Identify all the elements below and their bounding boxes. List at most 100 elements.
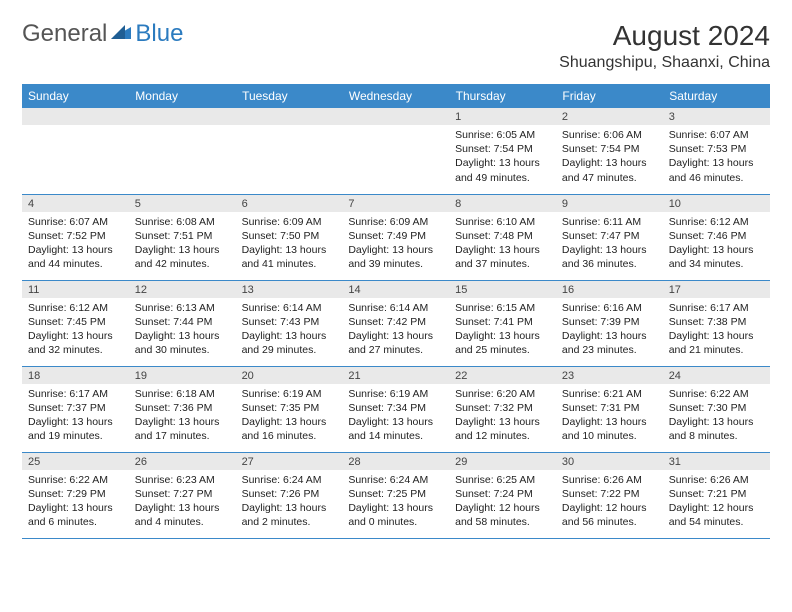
calendar-cell: 23Sunrise: 6:21 AMSunset: 7:31 PMDayligh…: [556, 366, 663, 452]
day-number: 1: [449, 108, 556, 125]
daylight: Daylight: 13 hours and 6 minutes.: [28, 501, 123, 529]
day-number: 23: [556, 367, 663, 384]
sunrise: Sunrise: 6:17 AM: [28, 387, 123, 401]
logo-mark-icon: [111, 20, 133, 48]
sunset: Sunset: 7:26 PM: [242, 487, 337, 501]
sunrise: Sunrise: 6:19 AM: [242, 387, 337, 401]
day-number: 27: [236, 453, 343, 470]
day-details: Sunrise: 6:19 AMSunset: 7:34 PMDaylight:…: [342, 384, 449, 448]
sunrise: Sunrise: 6:13 AM: [135, 301, 230, 315]
day-details: Sunrise: 6:26 AMSunset: 7:22 PMDaylight:…: [556, 470, 663, 534]
day-number: 28: [342, 453, 449, 470]
day-details: Sunrise: 6:12 AMSunset: 7:46 PMDaylight:…: [663, 212, 770, 276]
calendar-cell: 19Sunrise: 6:18 AMSunset: 7:36 PMDayligh…: [129, 366, 236, 452]
sunset: Sunset: 7:21 PM: [669, 487, 764, 501]
day-details: Sunrise: 6:18 AMSunset: 7:36 PMDaylight:…: [129, 384, 236, 448]
sunset: Sunset: 7:34 PM: [348, 401, 443, 415]
sunset: Sunset: 7:27 PM: [135, 487, 230, 501]
calendar-cell: 3Sunrise: 6:07 AMSunset: 7:53 PMDaylight…: [663, 108, 770, 194]
sunrise: Sunrise: 6:24 AM: [242, 473, 337, 487]
calendar-cell: [236, 108, 343, 194]
sunset: Sunset: 7:54 PM: [562, 142, 657, 156]
calendar-cell: 17Sunrise: 6:17 AMSunset: 7:38 PMDayligh…: [663, 280, 770, 366]
sunrise: Sunrise: 6:15 AM: [455, 301, 550, 315]
calendar-cell: 8Sunrise: 6:10 AMSunset: 7:48 PMDaylight…: [449, 194, 556, 280]
sunrise: Sunrise: 6:14 AM: [348, 301, 443, 315]
sunrise: Sunrise: 6:07 AM: [28, 215, 123, 229]
day-details: Sunrise: 6:24 AMSunset: 7:26 PMDaylight:…: [236, 470, 343, 534]
day-header: Saturday: [663, 84, 770, 108]
daylight: Daylight: 13 hours and 46 minutes.: [669, 156, 764, 184]
calendar-week-row: 11Sunrise: 6:12 AMSunset: 7:45 PMDayligh…: [22, 280, 770, 366]
sunset: Sunset: 7:51 PM: [135, 229, 230, 243]
sunset: Sunset: 7:30 PM: [669, 401, 764, 415]
sunrise: Sunrise: 6:19 AM: [348, 387, 443, 401]
day-number: 29: [449, 453, 556, 470]
sunset: Sunset: 7:50 PM: [242, 229, 337, 243]
calendar-week-row: 1Sunrise: 6:05 AMSunset: 7:54 PMDaylight…: [22, 108, 770, 194]
calendar-table: SundayMondayTuesdayWednesdayThursdayFrid…: [22, 84, 770, 539]
calendar-cell: 27Sunrise: 6:24 AMSunset: 7:26 PMDayligh…: [236, 452, 343, 538]
calendar-cell: 7Sunrise: 6:09 AMSunset: 7:49 PMDaylight…: [342, 194, 449, 280]
calendar-cell: 29Sunrise: 6:25 AMSunset: 7:24 PMDayligh…: [449, 452, 556, 538]
daylight: Daylight: 13 hours and 23 minutes.: [562, 329, 657, 357]
day-details: Sunrise: 6:10 AMSunset: 7:48 PMDaylight:…: [449, 212, 556, 276]
sunset: Sunset: 7:47 PM: [562, 229, 657, 243]
daylight: Daylight: 13 hours and 39 minutes.: [348, 243, 443, 271]
day-header: Tuesday: [236, 84, 343, 108]
day-number: 24: [663, 367, 770, 384]
calendar-cell: 11Sunrise: 6:12 AMSunset: 7:45 PMDayligh…: [22, 280, 129, 366]
day-details: Sunrise: 6:06 AMSunset: 7:54 PMDaylight:…: [556, 125, 663, 189]
day-number: 4: [22, 195, 129, 212]
calendar-cell: 10Sunrise: 6:12 AMSunset: 7:46 PMDayligh…: [663, 194, 770, 280]
sunrise: Sunrise: 6:22 AM: [669, 387, 764, 401]
location: Shuangshipu, Shaanxi, China: [559, 54, 770, 72]
day-details: Sunrise: 6:12 AMSunset: 7:45 PMDaylight:…: [22, 298, 129, 362]
calendar-cell: 28Sunrise: 6:24 AMSunset: 7:25 PMDayligh…: [342, 452, 449, 538]
sunrise: Sunrise: 6:09 AM: [348, 215, 443, 229]
calendar-cell: 14Sunrise: 6:14 AMSunset: 7:42 PMDayligh…: [342, 280, 449, 366]
daylight: Daylight: 13 hours and 8 minutes.: [669, 415, 764, 443]
daylight: Daylight: 13 hours and 49 minutes.: [455, 156, 550, 184]
sunset: Sunset: 7:48 PM: [455, 229, 550, 243]
logo-text-2: Blue: [135, 20, 183, 48]
day-details: Sunrise: 6:14 AMSunset: 7:43 PMDaylight:…: [236, 298, 343, 362]
day-header: Thursday: [449, 84, 556, 108]
calendar-cell: [342, 108, 449, 194]
calendar-cell: 22Sunrise: 6:20 AMSunset: 7:32 PMDayligh…: [449, 366, 556, 452]
daylight: Daylight: 13 hours and 47 minutes.: [562, 156, 657, 184]
day-details: Sunrise: 6:24 AMSunset: 7:25 PMDaylight:…: [342, 470, 449, 534]
day-number: 19: [129, 367, 236, 384]
day-details: Sunrise: 6:25 AMSunset: 7:24 PMDaylight:…: [449, 470, 556, 534]
day-number: 18: [22, 367, 129, 384]
calendar-cell: 26Sunrise: 6:23 AMSunset: 7:27 PMDayligh…: [129, 452, 236, 538]
daylight: Daylight: 13 hours and 19 minutes.: [28, 415, 123, 443]
day-details: Sunrise: 6:22 AMSunset: 7:29 PMDaylight:…: [22, 470, 129, 534]
daylight: Daylight: 13 hours and 4 minutes.: [135, 501, 230, 529]
logo: General Blue: [22, 20, 183, 48]
day-details: Sunrise: 6:09 AMSunset: 7:50 PMDaylight:…: [236, 212, 343, 276]
day-details: Sunrise: 6:20 AMSunset: 7:32 PMDaylight:…: [449, 384, 556, 448]
day-details: Sunrise: 6:08 AMSunset: 7:51 PMDaylight:…: [129, 212, 236, 276]
sunset: Sunset: 7:52 PM: [28, 229, 123, 243]
sunrise: Sunrise: 6:05 AM: [455, 128, 550, 142]
sunrise: Sunrise: 6:07 AM: [669, 128, 764, 142]
sunset: Sunset: 7:54 PM: [455, 142, 550, 156]
day-details: Sunrise: 6:22 AMSunset: 7:30 PMDaylight:…: [663, 384, 770, 448]
day-number: 11: [22, 281, 129, 298]
sunrise: Sunrise: 6:23 AM: [135, 473, 230, 487]
daylight: Daylight: 13 hours and 36 minutes.: [562, 243, 657, 271]
sunrise: Sunrise: 6:20 AM: [455, 387, 550, 401]
calendar-cell: 2Sunrise: 6:06 AMSunset: 7:54 PMDaylight…: [556, 108, 663, 194]
daylight: Daylight: 13 hours and 10 minutes.: [562, 415, 657, 443]
day-details: Sunrise: 6:17 AMSunset: 7:37 PMDaylight:…: [22, 384, 129, 448]
calendar-cell: 6Sunrise: 6:09 AMSunset: 7:50 PMDaylight…: [236, 194, 343, 280]
day-number: 22: [449, 367, 556, 384]
day-details: Sunrise: 6:21 AMSunset: 7:31 PMDaylight:…: [556, 384, 663, 448]
day-number: 13: [236, 281, 343, 298]
sunset: Sunset: 7:29 PM: [28, 487, 123, 501]
month-title: August 2024: [559, 20, 770, 52]
sunset: Sunset: 7:32 PM: [455, 401, 550, 415]
sunset: Sunset: 7:46 PM: [669, 229, 764, 243]
calendar-cell: 12Sunrise: 6:13 AMSunset: 7:44 PMDayligh…: [129, 280, 236, 366]
